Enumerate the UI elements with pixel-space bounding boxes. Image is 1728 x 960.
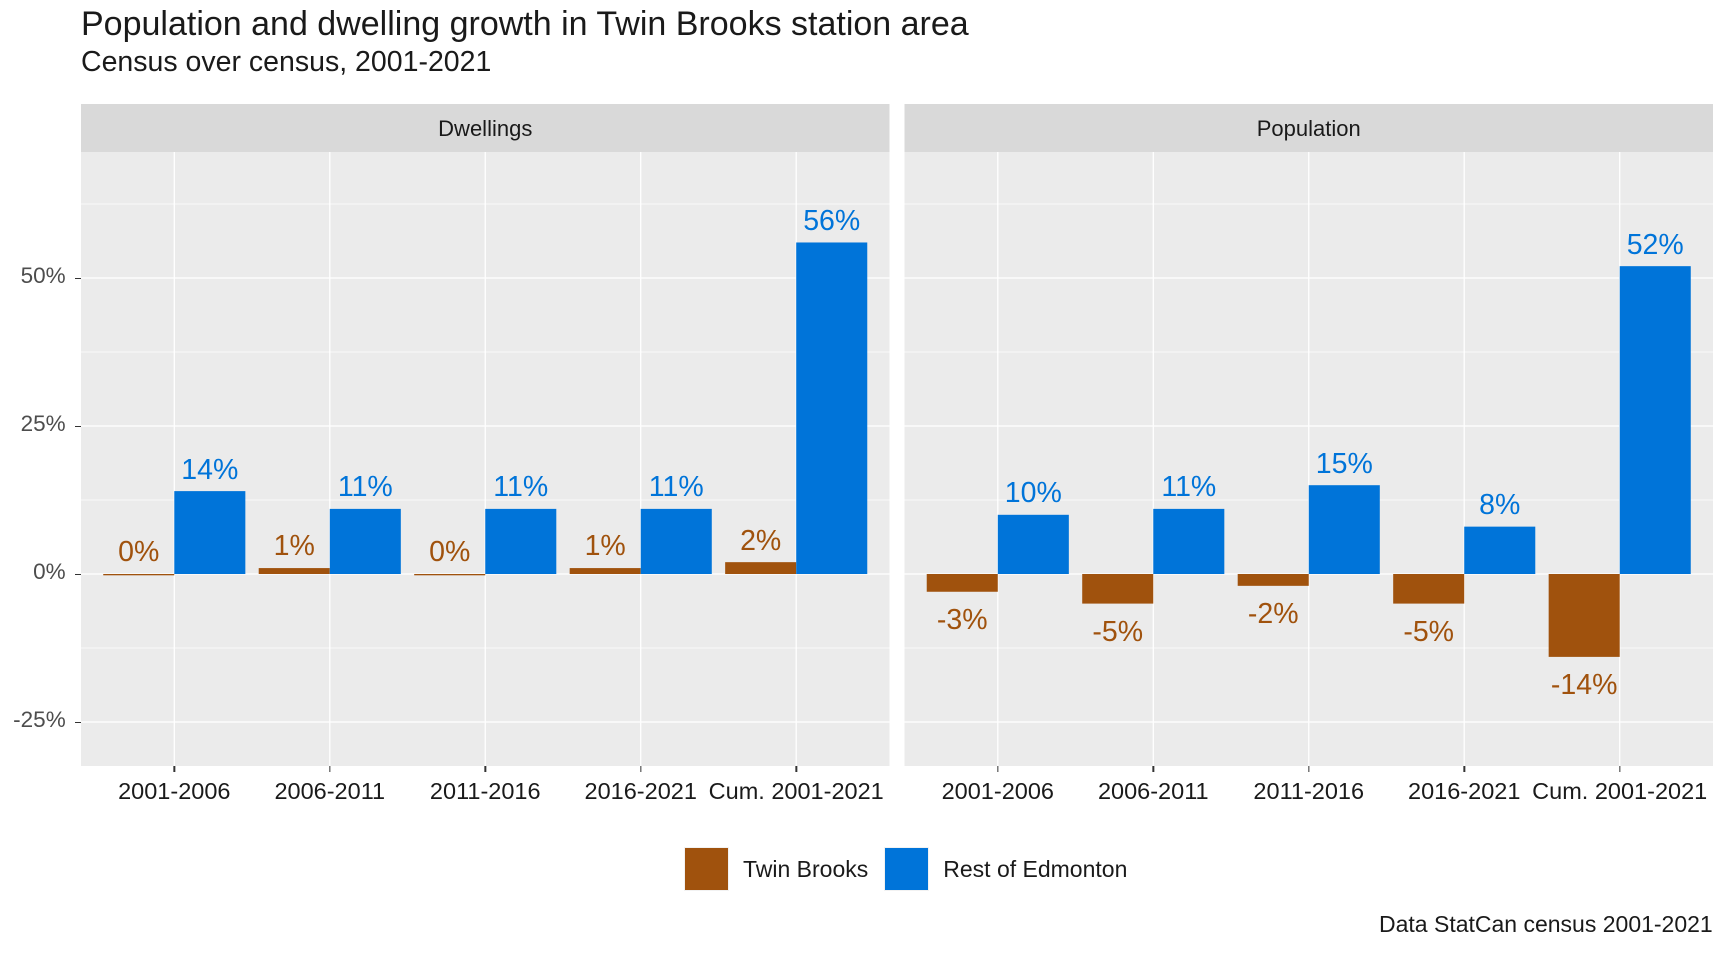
svg-text:Dwellings: Dwellings xyxy=(438,116,532,141)
svg-text:Population: Population xyxy=(1257,116,1361,141)
